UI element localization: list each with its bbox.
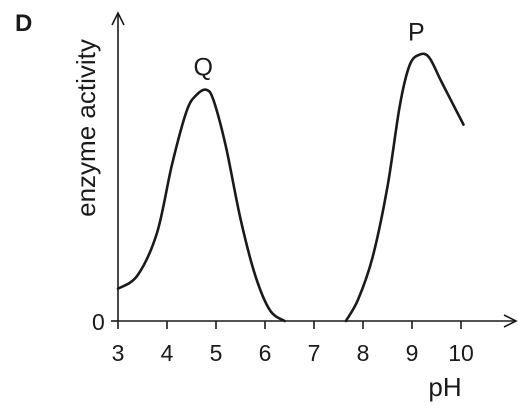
x-tick-label-9: 9 [406, 340, 419, 366]
x-ticks [117, 321, 462, 329]
y-axis-arrow [111, 11, 125, 26]
x-tick-label-6: 6 [259, 340, 272, 366]
x-axis-title: pH [428, 372, 461, 402]
y-axis-title: enzyme activity [71, 39, 101, 217]
curve-p [344, 52, 465, 323]
y-axis [111, 11, 125, 321]
x-tick-label-5: 5 [210, 340, 223, 366]
x-tick-labels: 3 4 5 6 7 8 9 10 [112, 340, 474, 366]
x-tick-label-4: 4 [161, 340, 174, 366]
panel-label: D [15, 10, 32, 37]
x-tick-label-8: 8 [357, 340, 370, 366]
x-tick-label-10: 10 [448, 340, 474, 366]
x-axis [118, 314, 518, 328]
curve-q [116, 88, 286, 323]
peak-label-p: P [408, 19, 425, 47]
y-tick-label-0: 0 [92, 309, 105, 335]
x-tick-label-7: 7 [308, 340, 321, 366]
x-tick-label-3: 3 [112, 340, 125, 366]
peak-label-q: Q [193, 54, 212, 82]
curves [116, 52, 465, 323]
peak-labels: QP [193, 19, 424, 82]
x-axis-arrow [503, 314, 518, 328]
